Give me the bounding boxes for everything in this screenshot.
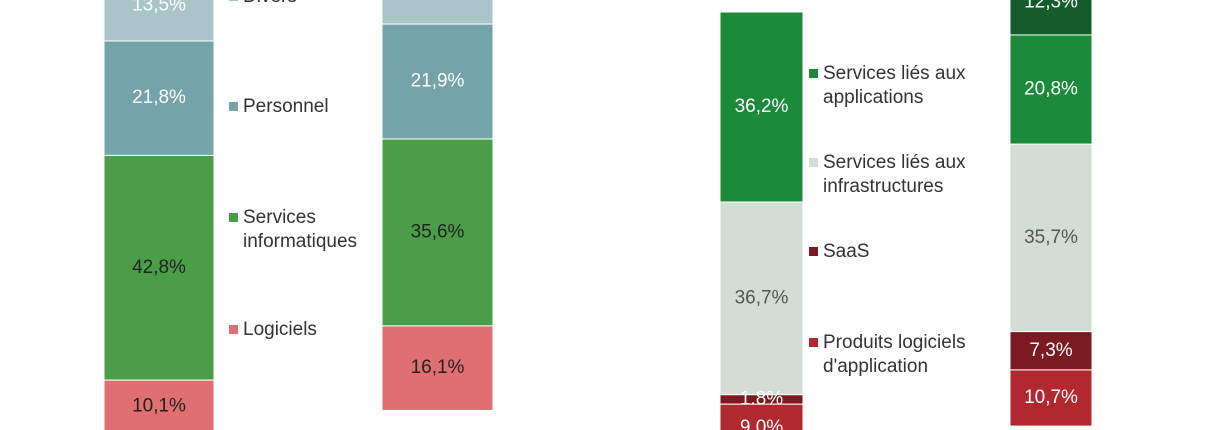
bar-segment	[719, 201, 804, 396]
data-label: 9,0%	[740, 417, 783, 430]
legend-marker	[229, 213, 238, 222]
bar-segment	[1009, 34, 1093, 145]
data-label: 10,7%	[1024, 387, 1078, 408]
bar-segment	[381, 138, 494, 327]
legend-label: Services liés aux applications	[823, 63, 966, 108]
data-label: 10,1%	[132, 396, 186, 417]
legend-marker	[229, 0, 238, 1]
data-label: 13,5%	[132, 0, 186, 16]
bar-segment	[103, 40, 215, 156]
data-label: 20,8%	[1024, 79, 1078, 100]
bar-segment	[103, 0, 215, 42]
data-label: 7,3%	[1029, 340, 1072, 361]
data-label: 21,8%	[132, 87, 186, 108]
bar-segment	[381, 325, 494, 411]
legend-label: SaaS	[823, 241, 869, 262]
legend-marker	[809, 338, 818, 347]
bar-segment	[1009, 143, 1093, 333]
bar-segment	[381, 0, 494, 25]
legend-label: Services liés aux infrastructures	[823, 152, 966, 197]
legend-marker	[809, 158, 818, 167]
legend-label: Personnel	[243, 96, 329, 117]
bar-segment	[1009, 331, 1093, 371]
data-label: 21,9%	[411, 71, 465, 92]
bar-segment	[719, 403, 804, 430]
data-label: 16,1%	[411, 357, 465, 378]
data-label: 35,6%	[411, 221, 465, 242]
legend-marker	[809, 69, 818, 78]
bar-segment	[381, 23, 494, 140]
data-label: 12,3%	[1024, 0, 1078, 13]
legend-marker	[229, 102, 238, 111]
data-label: 36,2%	[735, 96, 789, 117]
bar-segment	[719, 11, 804, 203]
legend-marker	[809, 247, 818, 256]
bar-segment	[1009, 369, 1093, 427]
legend-marker	[229, 325, 238, 334]
legend-label: Services informatiques	[243, 207, 357, 252]
data-label: 36,7%	[735, 287, 789, 308]
legend-label: Divers	[243, 0, 297, 7]
legend-label: Produits logiciels d'application	[823, 332, 966, 377]
legend-label: Logiciels	[243, 319, 317, 340]
data-label: 42,8%	[132, 257, 186, 278]
data-label: 35,7%	[1024, 227, 1078, 248]
bar-segment	[103, 379, 215, 430]
